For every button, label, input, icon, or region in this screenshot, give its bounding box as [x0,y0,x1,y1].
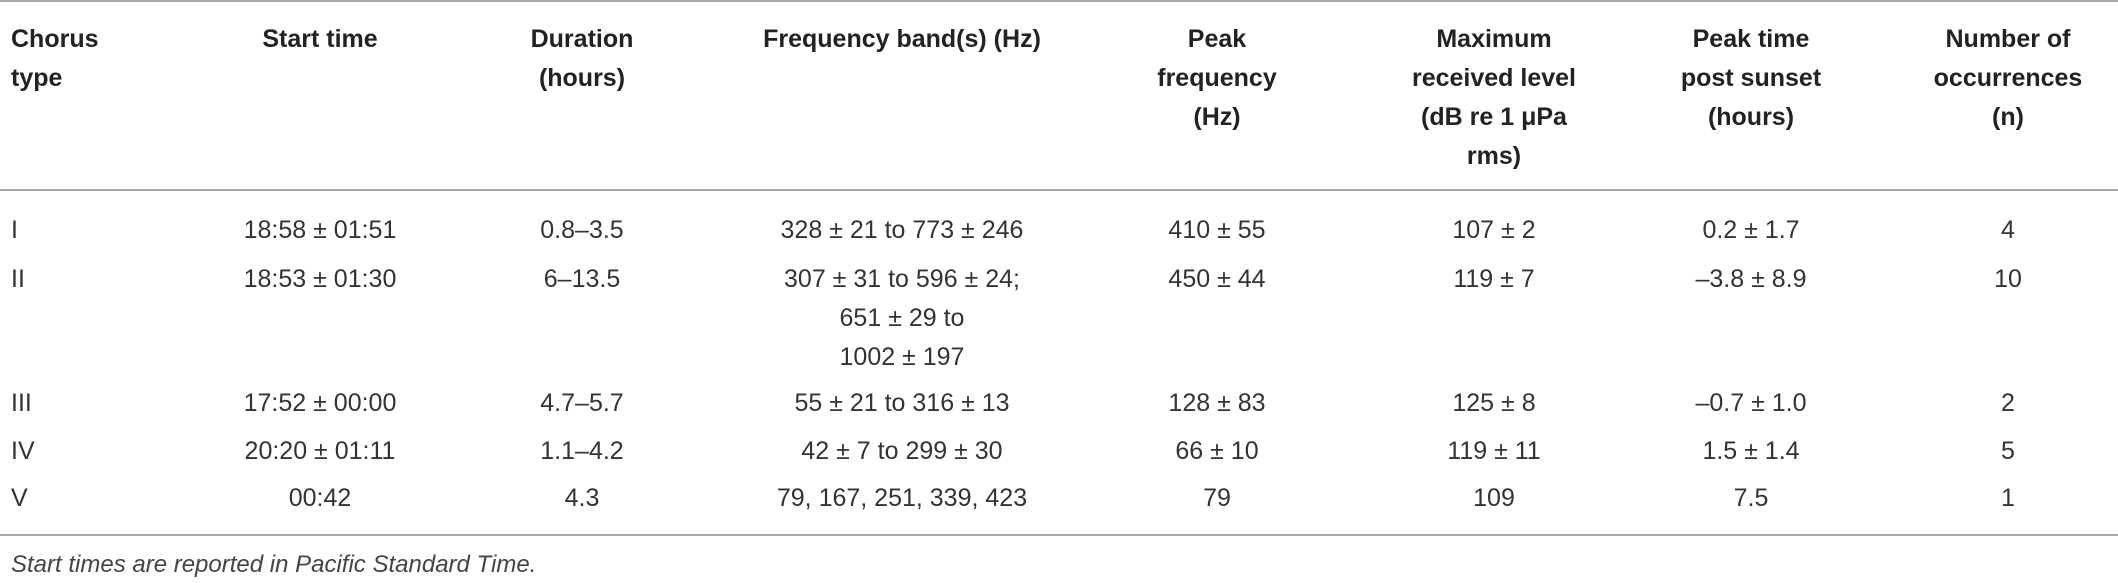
table-cell: 6–13.5 [543,265,621,293]
table-cell: 79, 167, 251, 339, 423 [776,484,1028,512]
header-rule [0,189,2118,191]
table-cell: 18:58 ± 01:51 [243,216,397,244]
table-cell: 1.1–4.2 [540,437,624,465]
header-cell: Peak time post sunset (hours) [1680,25,1822,131]
header-cell: Number of occurrences (n) [1933,25,2083,131]
bottom-rule [0,534,2118,536]
table-cell: 00:42 [288,484,352,512]
header-cell: Maximum received level (dB re 1 μPa rms) [1411,25,1576,170]
footnote: Start times are reported in Pacific Stan… [11,551,537,578]
header-cell: Frequency band(s) (Hz) [763,25,1041,53]
table-cell: 1 [2001,484,2015,512]
table-cell: 4 [2001,216,2015,244]
table-cell: 42 ± 7 to 299 ± 30 [801,437,1003,465]
table-cell: 4.3 [564,484,600,512]
header-cell: Start time [262,25,378,53]
table-cell: –3.8 ± 8.9 [1695,265,1807,293]
table-cell: 307 ± 31 to 596 ± 24; 651 ± 29 to 1002 ±… [784,265,1020,371]
table-cell: 0.2 ± 1.7 [1702,216,1800,244]
table-cell: 4.7–5.7 [540,389,624,417]
top-rule [0,0,2118,2]
table-cell: 10 [1994,265,2022,293]
table-cell: 128 ± 83 [1168,389,1266,417]
table-cell: IV [11,437,35,465]
table-cell: –0.7 ± 1.0 [1695,389,1807,417]
table-cell: 107 ± 2 [1452,216,1536,244]
table-cell: 328 ± 21 to 773 ± 246 [780,216,1024,244]
table-cell: III [11,389,32,417]
table-cell: 2 [2001,389,2015,417]
table-cell: 79 [1203,484,1231,512]
table-cell: 66 ± 10 [1175,437,1259,465]
table-cell: 450 ± 44 [1168,265,1266,293]
header-cell: Duration (hours) [530,25,634,92]
header-cell: Chorus type [11,25,99,92]
table-cell: V [11,484,28,512]
table-cell: 0.8–3.5 [540,216,624,244]
table-cell: 125 ± 8 [1452,389,1536,417]
table-cell: 410 ± 55 [1168,216,1266,244]
table-cell: II [11,265,25,293]
table-cell: 20:20 ± 01:11 [244,437,396,465]
table-cell: 7.5 [1733,484,1769,512]
table-cell: 119 ± 7 [1453,265,1535,293]
table-cell: 119 ± 11 [1447,437,1541,465]
table-cell: 55 ± 21 to 316 ± 13 [794,389,1010,417]
table-cell: 5 [2001,437,2015,465]
table-cell: 109 [1473,484,1515,512]
header-cell: Peak frequency (Hz) [1157,25,1277,131]
table-cell: I [11,216,18,244]
table-cell: 18:53 ± 01:30 [243,265,397,293]
table-cell: 17:52 ± 00:00 [243,389,397,417]
table-cell: 1.5 ± 1.4 [1702,437,1800,465]
